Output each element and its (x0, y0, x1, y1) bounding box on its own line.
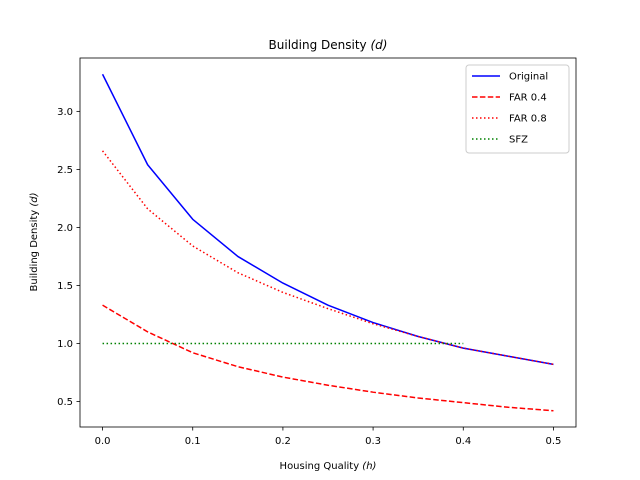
y-axis-label: Building Density (d) (29, 192, 40, 291)
y-tick-label: 1.0 (57, 339, 73, 350)
y-axis: 0.5 1.0 1.5 2.0 2.5 3.0 (57, 107, 80, 408)
plot-frame (79, 57, 577, 428)
legend-label: Original (509, 72, 548, 83)
x-tick-label: 0.5 (546, 436, 562, 447)
y-tick-label: 2.5 (57, 165, 73, 176)
legend-box (465, 64, 570, 154)
legend-label: SFZ (509, 135, 528, 146)
series-line-far-0-8 (101, 150, 554, 366)
y-tick-label: 2.0 (57, 223, 73, 234)
x-axis: 0.0 0.1 0.2 0.3 0.4 0.5 (95, 427, 562, 447)
x-tick-label: 0.0 (95, 436, 111, 447)
series-layer (101, 73, 554, 412)
series-line-far-0-4 (102, 304, 554, 412)
chart-title: Building Density (d) (269, 38, 388, 52)
series-line-original (101, 73, 554, 366)
x-tick-label: 0.3 (365, 436, 381, 447)
legend: Original FAR 0.4 FAR 0.8 SFZ (465, 64, 570, 154)
legend-label: FAR 0.8 (509, 114, 547, 125)
y-tick-label: 0.5 (57, 397, 73, 408)
y-tick-label: 3.0 (57, 107, 73, 118)
legend-label: FAR 0.4 (509, 93, 547, 104)
plot-area (101, 73, 554, 412)
x-tick-label: 0.2 (275, 436, 291, 447)
x-tick-label: 0.1 (185, 436, 201, 447)
x-axis-label: Housing Quality (h) (280, 461, 377, 472)
y-tick-label: 1.5 (57, 281, 73, 292)
x-tick-label: 0.4 (455, 436, 471, 447)
